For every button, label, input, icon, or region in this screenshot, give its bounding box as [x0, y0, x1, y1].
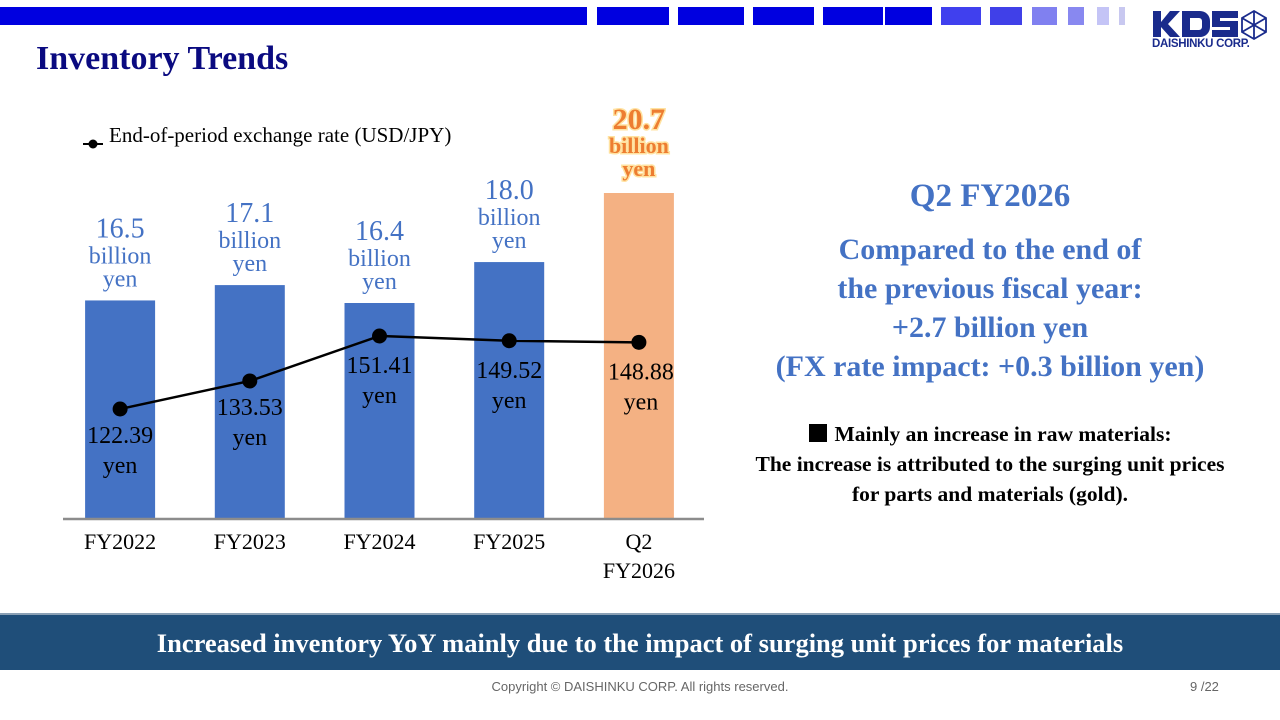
page-title: Inventory Trends: [36, 40, 289, 77]
bar-value-label: yen: [103, 266, 138, 292]
note-line: The increase is attributed to the surgin…: [755, 452, 1225, 476]
x-tick-label: FY2024: [343, 529, 415, 554]
bar-value-label: yen: [232, 251, 267, 277]
bar-value-label: 17.1: [225, 198, 274, 229]
note-line: Mainly an increase in raw materials:: [834, 422, 1172, 446]
logo-subtext: DAISHINKU CORP.: [1152, 38, 1250, 50]
bar-value-label: billion: [478, 205, 541, 231]
bar-fy2025: [474, 262, 545, 518]
bar-segment: [823, 7, 883, 25]
exchange-rate-label: 149.52: [476, 358, 542, 384]
bar-q2-fy2026: [603, 193, 674, 518]
summary-line: (FX rate impact: +0.3 billion yen): [775, 350, 1205, 383]
x-tick-label: FY2025: [473, 529, 545, 554]
x-tick-label: FY2023: [214, 529, 286, 554]
summary-line: the previous fiscal year:: [837, 272, 1143, 305]
x-tick-label: Q2: [625, 529, 652, 554]
bar-value-label: 18.0: [485, 175, 534, 206]
x-tick-label: FY2022: [84, 529, 156, 554]
note-block: Mainly an increase in raw materials: The…: [720, 419, 1260, 509]
bar-value-label: yen: [622, 156, 655, 181]
bar-value-label: 16.5: [96, 213, 145, 244]
summary-line: +2.7 billion yen: [891, 311, 1089, 344]
legend-label: End-of-period exchange rate (USD/JPY): [109, 123, 452, 147]
exchange-rate-label: 151.41: [347, 353, 413, 379]
conclusion-banner: Increased inventory YoY mainly due to th…: [0, 615, 1280, 670]
page-number: 9 /22: [1190, 679, 1219, 694]
x-tick-label: FY2026: [603, 558, 675, 583]
bar-value-label: billion: [89, 243, 152, 269]
bar-value-label: 20.7: [613, 103, 666, 136]
exchange-rate-label: yen: [624, 389, 659, 415]
bar-value-label: billion: [609, 133, 669, 158]
summary-line: Compared to the end of: [838, 233, 1142, 266]
exchange-rate-label: yen: [103, 453, 138, 479]
bar-value-label: billion: [218, 228, 281, 254]
bar-segment: [885, 7, 932, 25]
bar-segment: [1032, 7, 1057, 25]
summary-panel: Q2 FY2026 Compared to the end of the pre…: [730, 170, 1250, 386]
bar-value-label: 16.4: [355, 216, 404, 247]
exchange-rate-label: 133.53: [217, 395, 283, 421]
exchange-rate-point: [242, 373, 258, 389]
exchange-rate-point: [631, 334, 647, 350]
copyright-text: Copyright © DAISHINKU CORP. All rights r…: [491, 679, 789, 694]
bar-segment: [990, 7, 1022, 25]
exchange-rate-point: [112, 401, 128, 417]
bar-value-label: yen: [362, 269, 397, 295]
bar-value-label: yen: [492, 228, 527, 254]
exchange-rate-label: yen: [362, 383, 397, 409]
exchange-rate-label: 148.88: [608, 359, 674, 385]
bar-segment: [1097, 7, 1109, 25]
bar-segment: [0, 7, 587, 25]
bar-segment: [1068, 7, 1084, 25]
inventory-chart: 16.5billionyen17.1billionyen16.4billiony…: [63, 102, 704, 583]
chart-legend: End-of-period exchange rate (USD/JPY): [83, 123, 452, 149]
exchange-rate-point: [372, 328, 387, 344]
exchange-rate-label: yen: [232, 425, 267, 451]
line-marker-legend-icon: [83, 131, 103, 149]
note-line: for parts and materials (gold).: [851, 482, 1129, 506]
bar-segment: [753, 7, 814, 25]
kds-logo: [1153, 9, 1267, 41]
bar-fy2023: [214, 285, 285, 518]
exchange-rate-label: 122.39: [87, 423, 153, 449]
top-decorative-bar: [0, 7, 1140, 25]
bar-segment: [941, 7, 981, 25]
summary-heading: Q2 FY2026: [909, 178, 1071, 214]
banner-border: [0, 613, 1280, 615]
hexagon-emblem-icon: [1241, 9, 1267, 41]
bar-segment: [597, 7, 669, 25]
bar-segment: [1119, 7, 1125, 25]
black-square-icon: [808, 424, 827, 442]
exchange-rate-point: [501, 333, 517, 349]
bar-segment: [678, 7, 744, 25]
bar-value-label: billion: [348, 246, 411, 272]
exchange-rate-label: yen: [492, 388, 527, 414]
